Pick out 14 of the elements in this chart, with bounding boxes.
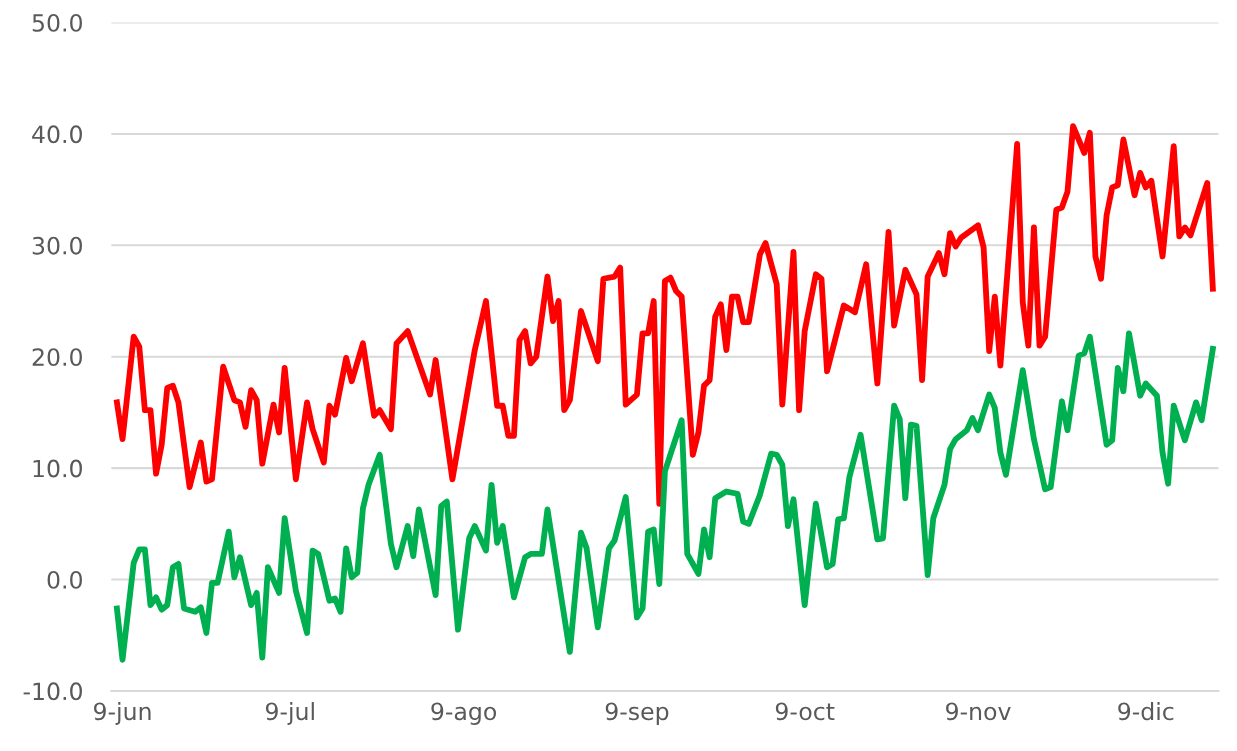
x-tick-label: 9-jul	[265, 702, 314, 725]
y-tick-label: 20.0	[32, 348, 82, 367]
x-tick-label: 9-dic	[1118, 702, 1174, 721]
x-tick-label: 9-oct	[775, 702, 835, 721]
y-tick-label: 40.0	[32, 125, 82, 144]
y-tick-label: 10.0	[33, 459, 82, 478]
x-tick-label: 9-sep	[605, 702, 669, 725]
y-tick-label: 0.0	[47, 570, 82, 589]
x-tick-label: 9-ago	[431, 702, 497, 725]
y-tick-label: 50.0	[32, 13, 82, 32]
x-tick-label: 9-jun	[93, 702, 151, 725]
x-tick-label: 9-nov	[946, 702, 1011, 721]
y-tick-label: -10.0	[23, 682, 82, 701]
y-tick-label: 30.0	[32, 236, 82, 255]
